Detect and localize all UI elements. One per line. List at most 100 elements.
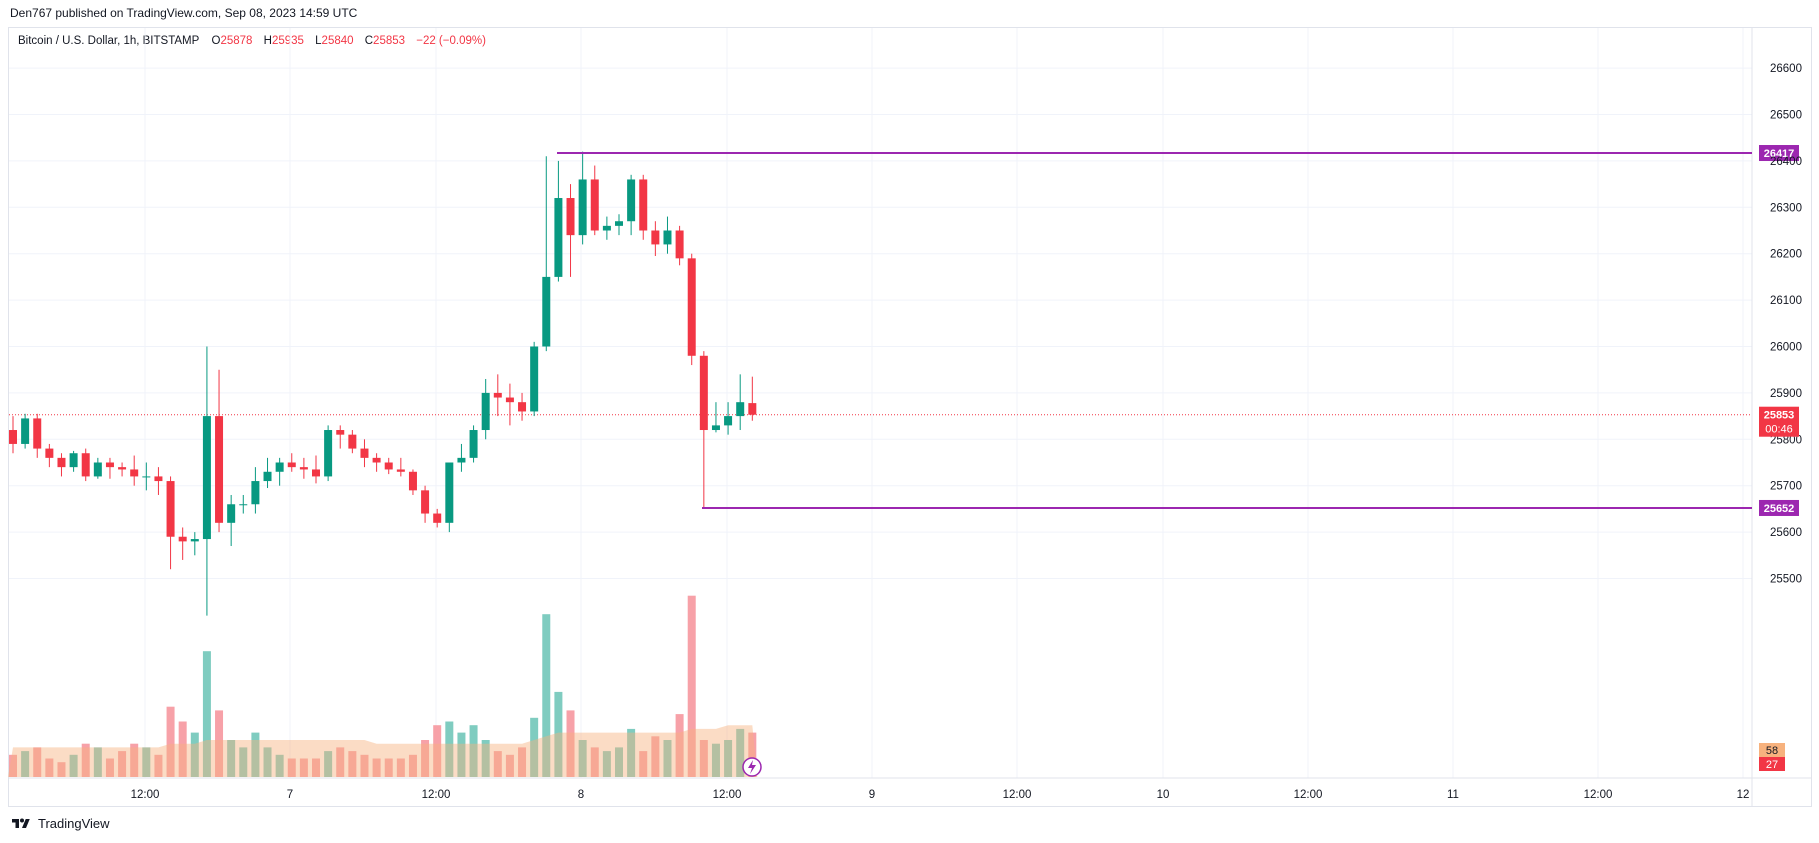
volume-bar: [372, 758, 381, 777]
price-tick-label: 25700: [1770, 481, 1802, 493]
volume-bar: [33, 747, 42, 777]
volume-ma-area: [8, 725, 758, 777]
chart-frame: [8, 27, 1812, 807]
candle-body: [615, 221, 623, 226]
candle-body: [360, 448, 369, 458]
candle-body: [45, 448, 54, 458]
volume-bar: [166, 706, 175, 777]
volume-bar: [615, 747, 623, 777]
volume-bar: [433, 725, 442, 777]
candle-body: [227, 504, 236, 523]
candle-body: [493, 392, 502, 398]
candle: [239, 494, 248, 514]
volume-bar: [699, 740, 708, 777]
volume-bar: [21, 751, 30, 777]
volume-tag: [1759, 757, 1785, 771]
volume-bar: [711, 743, 720, 777]
level-price-label: 26417: [1764, 148, 1795, 160]
volume-bar: [421, 740, 430, 777]
candle: [724, 402, 733, 435]
price-tick-label: 26300: [1770, 202, 1802, 214]
volume-bar: [554, 691, 563, 777]
time-tick-label: 12:00: [1294, 789, 1323, 801]
candle-body: [312, 469, 320, 477]
volume-bar: [312, 758, 320, 777]
candle: [518, 392, 527, 421]
candle-body: [372, 457, 381, 463]
candle-body: [9, 430, 17, 444]
candle-body: [481, 392, 490, 431]
volume-bar: [154, 754, 163, 777]
candle-body: [469, 430, 478, 458]
high-value: 25935: [271, 35, 304, 47]
time-tick-label: 12:00: [1003, 789, 1032, 801]
close-value: 25853: [373, 35, 406, 47]
volume-bar: [663, 740, 672, 777]
candle-body: [590, 179, 599, 231]
volume-bar: [227, 740, 236, 777]
last-price-label: 25853: [1764, 410, 1795, 422]
candle: [663, 216, 672, 254]
candle: [421, 485, 430, 523]
time-tick-label: 12:00: [131, 789, 160, 801]
candle: [118, 462, 127, 477]
time-tick-label: 7: [287, 789, 293, 801]
candle: [469, 425, 478, 463]
volume-bar: [651, 736, 660, 777]
candle: [639, 174, 648, 240]
time-tick-label: 8: [578, 789, 584, 801]
candle-body: [408, 471, 417, 491]
time-tick-label: 12:00: [713, 789, 742, 801]
time-tick-label: 10: [1157, 789, 1170, 801]
candle-body: [542, 276, 551, 347]
candle: [687, 253, 696, 366]
high-label: H: [263, 35, 272, 47]
candle: [675, 225, 684, 266]
candle-body: [287, 462, 296, 468]
time-tick-label: 12:00: [1584, 789, 1613, 801]
footer-brand[interactable]: TradingView: [10, 816, 110, 831]
candle-body: [724, 416, 733, 426]
time-tick-label: 9: [869, 789, 875, 801]
volume-bar: [578, 740, 587, 777]
price-tick-label: 26200: [1770, 249, 1802, 261]
volume-bar: [348, 751, 357, 777]
price-tick-label: 26500: [1770, 110, 1802, 122]
volume-bar: [118, 751, 127, 777]
symbol-label[interactable]: Bitcoin / U.S. Dollar, 1h, BITSTAMP: [18, 35, 200, 47]
candle-body: [651, 230, 660, 245]
candle-body: [251, 481, 260, 505]
candle: [396, 457, 405, 477]
candle-body: [421, 490, 430, 514]
volume-series: [8, 595, 758, 777]
time-tick-label: 11: [1447, 789, 1459, 801]
volume-bar: [493, 751, 502, 777]
candle-body: [263, 471, 272, 482]
volume-bar: [505, 754, 514, 777]
candle-body: [445, 462, 454, 523]
candle-body: [118, 467, 127, 470]
volume-bar: [202, 651, 211, 777]
candle: [384, 457, 393, 475]
candle-body: [21, 418, 30, 444]
price-tick-label: 25500: [1770, 574, 1802, 586]
candle-body: [81, 453, 90, 477]
candle-body: [239, 504, 248, 506]
price-tick-label: 25600: [1770, 527, 1802, 539]
candle: [348, 430, 357, 454]
price-tick-label: 26000: [1770, 342, 1802, 354]
candle-body: [154, 476, 163, 482]
candle-body: [33, 418, 42, 449]
candle: [9, 416, 17, 454]
volume-bar: [748, 732, 757, 777]
volume-bar: [542, 614, 551, 777]
candle: [336, 425, 345, 449]
candle-body: [663, 230, 672, 245]
candle: [57, 453, 66, 477]
time-tick-label: 12: [1737, 789, 1750, 801]
volume-bar: [190, 732, 199, 777]
candle-body: [93, 462, 102, 477]
volume-bar: [263, 747, 272, 777]
